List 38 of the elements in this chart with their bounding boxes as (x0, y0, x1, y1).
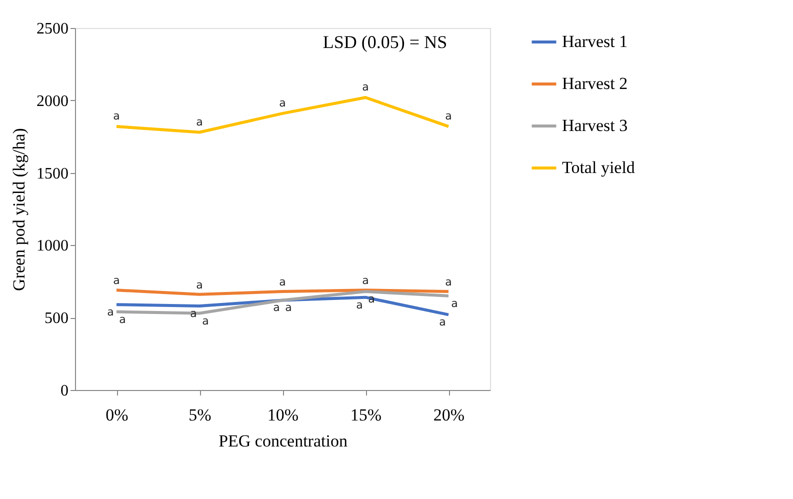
annotation: a (273, 301, 280, 314)
annotation: a (445, 109, 452, 122)
annotation: a (202, 314, 209, 328)
y-tick-label: 0 (60, 382, 68, 400)
line-series (115, 96, 450, 134)
annotation: a (119, 312, 126, 326)
x-tick-label: 15% (350, 406, 382, 424)
annotation: a (451, 296, 458, 310)
x-tick-label: 20% (433, 406, 465, 424)
annotation: a (190, 307, 197, 320)
legend-label: Harvest 2 (562, 74, 628, 93)
annotation: a (356, 298, 363, 312)
y-tick-label: 500 (44, 310, 68, 328)
x-tick-label: 0% (106, 406, 128, 424)
annotation: a (107, 306, 114, 319)
annotation: a (439, 316, 446, 329)
annotation: a (445, 276, 452, 289)
annotation: a (362, 80, 369, 94)
y-tick-label: 2500 (36, 20, 68, 38)
annotation: a (113, 274, 120, 288)
x-tick-label: 5% (188, 406, 212, 424)
y-tick-label: 1000 (36, 238, 68, 255)
annotation: a (362, 274, 369, 288)
y-tick-label: 1500 (36, 165, 68, 182)
legend-label: Harvest 3 (562, 116, 628, 135)
x-axis-title: PEG concentration (218, 432, 348, 450)
y-axis-title: Green pod yield (kg/ha) (10, 128, 28, 291)
annotation: a (285, 301, 292, 314)
legend-label: Total yield (562, 158, 636, 177)
annotation: a (196, 278, 203, 292)
annotation: a (196, 115, 203, 128)
annotation: a (279, 96, 286, 110)
legend-label: Harvest 1 (562, 32, 628, 51)
annotation: LSD (0.05) = NS (322, 32, 448, 52)
annotation: a (279, 276, 286, 289)
x-tick-label: 10% (267, 406, 299, 424)
y-tick-label: 2000 (36, 92, 68, 110)
annotation: a (113, 109, 120, 122)
